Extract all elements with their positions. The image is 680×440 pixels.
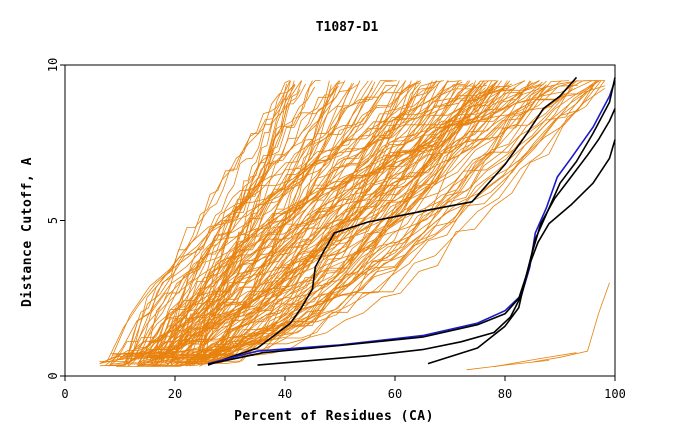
y-tick-label: 10 xyxy=(46,58,60,72)
model-curve xyxy=(152,80,346,356)
model-curve xyxy=(146,86,316,360)
model-curve xyxy=(126,80,444,363)
highlight-model-lines xyxy=(207,76,616,366)
model-curve xyxy=(196,80,605,367)
x-tick-label: 80 xyxy=(498,387,512,401)
model-curve xyxy=(211,84,550,362)
model-curve xyxy=(169,85,606,367)
x-axis-label: Percent of Residues (CA) xyxy=(234,409,434,424)
model-curve xyxy=(154,83,513,359)
model-curve xyxy=(184,87,486,365)
model-curve xyxy=(165,80,580,363)
model-curve xyxy=(187,80,291,361)
x-tick-label: 0 xyxy=(61,387,68,401)
model-curve xyxy=(137,80,576,367)
highlight-curve-1 xyxy=(207,76,578,366)
x-axis-ticks: 0 20 40 60 80 100 xyxy=(61,376,626,401)
y-axis-ticks: 0 5 10 xyxy=(46,58,65,380)
model-curve xyxy=(200,82,509,358)
x-tick-label: 20 xyxy=(168,387,182,401)
model-curve xyxy=(127,80,606,367)
y-tick-label: 5 xyxy=(46,217,60,224)
y-tick-label: 0 xyxy=(46,372,60,379)
model-curve xyxy=(142,80,291,357)
model-curve xyxy=(532,282,610,363)
model-curve xyxy=(189,80,330,357)
model-curve xyxy=(120,88,391,358)
model-curve xyxy=(172,83,287,356)
model-curve xyxy=(137,80,462,366)
model-curve xyxy=(150,87,432,362)
x-tick-label: 100 xyxy=(604,387,626,401)
model-curve xyxy=(209,80,547,362)
model-curve xyxy=(161,80,459,358)
model-curve xyxy=(148,80,540,356)
background-model-lines xyxy=(99,80,610,371)
model-curve xyxy=(177,80,449,367)
model-curve xyxy=(202,80,532,361)
model-curve xyxy=(158,80,373,358)
model-curve xyxy=(166,80,578,367)
model-curve xyxy=(493,352,577,368)
model-curve xyxy=(101,80,531,364)
y-axis-label: Distance Cutoff, A xyxy=(20,157,35,307)
model-curve xyxy=(125,83,296,365)
model-curve xyxy=(114,81,376,365)
model-curve xyxy=(155,84,595,363)
model-curve xyxy=(185,80,418,367)
model-curve xyxy=(123,80,460,356)
x-tick-label: 40 xyxy=(278,387,292,401)
model-curve xyxy=(175,80,562,366)
model-curve xyxy=(130,84,487,363)
model-curve xyxy=(199,80,369,357)
model-curve xyxy=(170,84,544,366)
model-curve xyxy=(152,84,396,367)
chart-title: T1087-D1 xyxy=(316,20,379,35)
model-curve xyxy=(200,84,411,364)
model-curve xyxy=(146,82,434,355)
model-curve xyxy=(122,80,393,367)
model-curve xyxy=(466,360,550,371)
model-curve xyxy=(181,87,573,363)
highlight-curve-5 xyxy=(427,108,616,365)
model-curve xyxy=(124,87,510,367)
model-curve xyxy=(149,84,579,358)
model-curve xyxy=(99,87,594,367)
model-curve xyxy=(134,85,295,356)
model-curve xyxy=(197,80,290,362)
model-curve xyxy=(189,80,437,359)
model-curve xyxy=(176,80,508,367)
model-curve xyxy=(149,80,493,365)
x-tick-label: 60 xyxy=(388,387,402,401)
model-curve xyxy=(150,83,359,364)
model-curve xyxy=(193,84,466,364)
